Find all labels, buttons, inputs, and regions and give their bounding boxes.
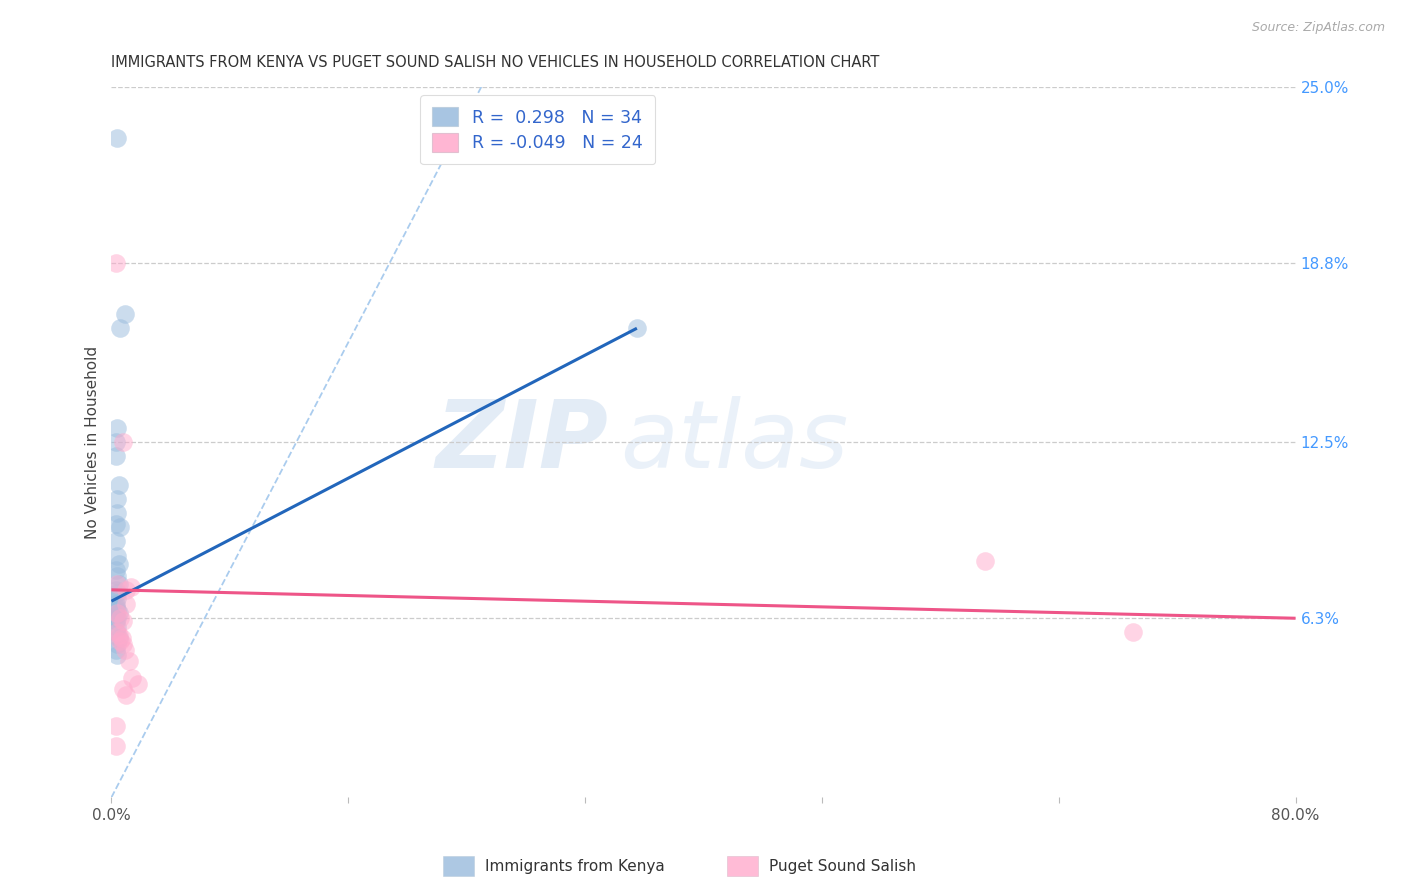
Point <box>1122 625 1144 640</box>
Point <box>127 676 149 690</box>
Point <box>105 620 128 634</box>
Y-axis label: No Vehicles in Household: No Vehicles in Household <box>86 345 100 539</box>
Point <box>104 563 127 577</box>
Point <box>120 580 142 594</box>
Point <box>114 642 136 657</box>
Point <box>111 631 134 645</box>
Point <box>112 614 135 628</box>
Point <box>104 434 127 449</box>
Point <box>110 520 132 534</box>
Point <box>112 682 135 697</box>
Point <box>105 577 128 591</box>
Point <box>114 307 136 321</box>
Point <box>108 606 131 620</box>
Point <box>104 256 127 270</box>
Point <box>115 582 138 597</box>
Point <box>108 558 131 572</box>
Point <box>110 611 132 625</box>
Point <box>105 549 128 563</box>
Text: Immigrants from Kenya: Immigrants from Kenya <box>485 859 665 873</box>
Point <box>112 434 135 449</box>
Point <box>104 608 127 623</box>
Text: Source: ZipAtlas.com: Source: ZipAtlas.com <box>1251 21 1385 34</box>
Point <box>104 597 127 611</box>
Point <box>108 577 131 591</box>
Point <box>104 719 127 733</box>
Point <box>110 634 132 648</box>
Point <box>104 614 127 628</box>
Point <box>121 671 143 685</box>
Point <box>104 642 127 657</box>
Point <box>115 597 138 611</box>
Point <box>626 321 648 335</box>
Point <box>105 603 128 617</box>
Point <box>105 506 128 520</box>
Point <box>105 591 128 606</box>
Text: IMMIGRANTS FROM KENYA VS PUGET SOUND SALISH NO VEHICLES IN HOUSEHOLD CORRELATION: IMMIGRANTS FROM KENYA VS PUGET SOUND SAL… <box>111 55 880 70</box>
Point <box>973 554 995 568</box>
Point <box>105 637 128 651</box>
Point <box>110 321 132 335</box>
Point <box>118 654 141 668</box>
Point <box>112 637 135 651</box>
Point <box>105 130 128 145</box>
Point <box>108 631 131 645</box>
Point <box>104 517 127 532</box>
Point <box>105 648 128 663</box>
Point <box>104 534 127 549</box>
Point <box>105 491 128 506</box>
Text: atlas: atlas <box>620 396 849 487</box>
Point <box>105 611 128 625</box>
Text: Puget Sound Salish: Puget Sound Salish <box>769 859 917 873</box>
Point <box>105 585 128 599</box>
Point <box>104 582 127 597</box>
Point <box>105 606 128 620</box>
Point <box>105 625 128 640</box>
Point <box>108 477 131 491</box>
Legend: R =  0.298   N = 34, R = -0.049   N = 24: R = 0.298 N = 34, R = -0.049 N = 24 <box>420 95 655 164</box>
Point <box>104 599 127 614</box>
Point <box>104 449 127 463</box>
Text: ZIP: ZIP <box>436 396 609 488</box>
Point <box>104 625 127 640</box>
Point <box>115 688 138 702</box>
Point <box>105 568 128 582</box>
Point <box>108 628 131 642</box>
Point <box>105 421 128 435</box>
Point <box>104 739 127 754</box>
